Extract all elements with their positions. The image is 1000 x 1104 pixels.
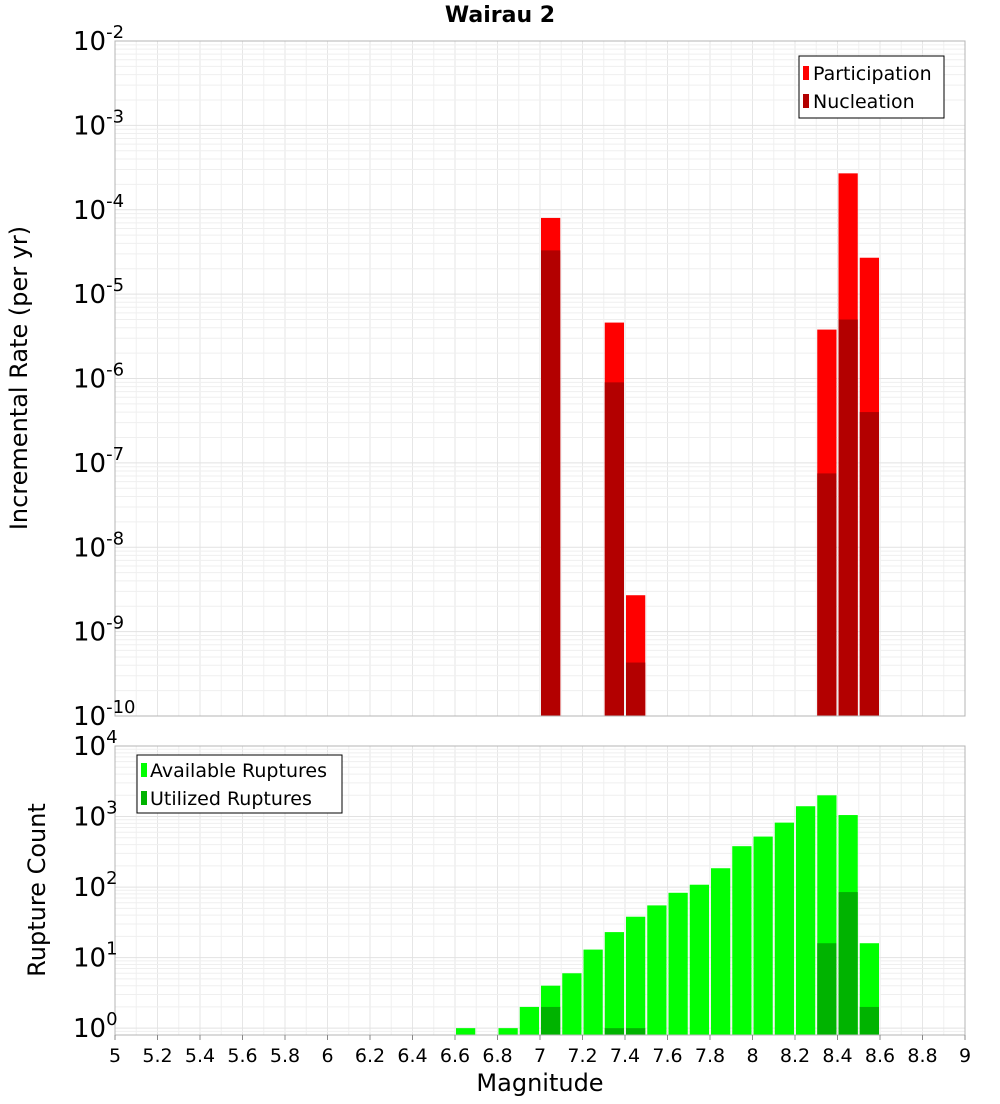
x-tick-label: 6.6 xyxy=(440,1045,470,1067)
available-ruptures-bar xyxy=(604,932,624,1035)
legend-label-utilized: Utilized Ruptures xyxy=(150,788,312,810)
x-tick-label: 6.4 xyxy=(397,1045,427,1067)
top-plot-area: 10-2 10-3 10-4 10-5 10-6 10-7 10-8 10-9 10-10 In… xyxy=(5,22,966,732)
x-tick-label: 7.4 xyxy=(610,1045,640,1067)
x-axis-label: Magnitude xyxy=(476,1069,603,1097)
available-ruptures-bar xyxy=(668,892,688,1035)
available-ruptures-bar xyxy=(626,916,646,1035)
bottom-grid xyxy=(114,745,966,1036)
available-ruptures-bar xyxy=(774,822,794,1035)
bottom-legend: Available Ruptures Utilized Ruptures xyxy=(136,754,343,814)
legend-label-available: Available Ruptures xyxy=(150,760,327,782)
legend-label-nucleation: Nucleation xyxy=(813,91,915,113)
bottom-y-tick-label: 100 xyxy=(73,1009,118,1044)
bottom-legend-box xyxy=(136,754,343,814)
x-tick-label: 7.2 xyxy=(567,1045,597,1067)
x-tick-label: 5.4 xyxy=(185,1045,215,1067)
available-ruptures-bar xyxy=(711,868,731,1035)
top-bars xyxy=(541,173,879,717)
bottom-plot-area: 104 103 102 101 100 5 5.2 5.4 5.6 5.8 6 6.2 6.4 6.6 6… xyxy=(23,727,971,1097)
top-y-tick-label: 10-8 xyxy=(73,528,124,563)
top-y-tick-label: 10-2 xyxy=(73,22,124,57)
nucleation-bar xyxy=(838,319,858,716)
top-y-tick-label: 10-7 xyxy=(73,444,124,479)
x-tick-label: 8 xyxy=(746,1045,758,1067)
bottom-y-tick-label: 101 xyxy=(73,939,118,974)
available-ruptures-bar xyxy=(647,905,667,1035)
available-ruptures-bar xyxy=(562,973,582,1035)
x-tick-label: 8.6 xyxy=(865,1045,895,1067)
available-ruptures-bar xyxy=(498,1028,518,1035)
nucleation-bar xyxy=(541,250,561,717)
x-tick-label: 8.4 xyxy=(822,1045,852,1067)
available-ruptures-bar xyxy=(519,1006,539,1035)
legend-swatch-utilized xyxy=(141,791,147,805)
available-ruptures-bar xyxy=(689,884,709,1035)
utilized-ruptures-bar xyxy=(626,1028,646,1035)
available-ruptures-bar xyxy=(732,846,752,1035)
top-legend-box xyxy=(798,55,945,119)
top-y-tick-label: 10-3 xyxy=(73,106,124,141)
x-tick-label: 6.2 xyxy=(355,1045,385,1067)
x-tick-label: 7.8 xyxy=(695,1045,725,1067)
legend-swatch-nucleation xyxy=(803,94,809,108)
x-tick-label: 7.6 xyxy=(652,1045,682,1067)
nucleation-bar xyxy=(817,473,837,716)
available-ruptures-bar xyxy=(583,949,603,1035)
bottom-y-tick-label: 103 xyxy=(73,798,118,833)
top-grid xyxy=(114,40,966,717)
top-plot-border xyxy=(114,40,966,717)
legend-label-participation: Participation xyxy=(813,63,932,85)
legend-swatch-available xyxy=(141,763,147,777)
available-ruptures-bar xyxy=(796,806,816,1035)
x-tick-label: 5.8 xyxy=(270,1045,300,1067)
top-y-tick-label: 10-6 xyxy=(73,360,124,395)
top-y-axis-label: Incremental Rate (per yr) xyxy=(5,226,33,530)
available-ruptures-bar xyxy=(753,836,773,1035)
legend-swatch-participation xyxy=(803,66,809,80)
top-legend: Participation Nucleation xyxy=(798,55,945,119)
nucleation-bar xyxy=(604,382,624,716)
nucleation-bar xyxy=(859,412,879,716)
x-tick-label: 6.8 xyxy=(482,1045,512,1067)
utilized-ruptures-bar xyxy=(817,943,837,1035)
utilized-ruptures-bar xyxy=(859,1006,879,1035)
bottom-y-axis-label: Rupture Count xyxy=(23,803,51,977)
x-tick-label: 5.6 xyxy=(227,1045,257,1067)
utilized-ruptures-bar xyxy=(604,1028,624,1035)
bottom-y-tick-label: 102 xyxy=(73,868,118,903)
x-tick-label: 9 xyxy=(959,1045,971,1067)
x-tick-label: 8.2 xyxy=(780,1045,810,1067)
bottom-y-ticks: 104 103 102 101 100 xyxy=(73,727,118,1044)
top-y-tick-label: 10-9 xyxy=(73,613,124,648)
bottom-y-tick-label: 104 xyxy=(73,727,118,762)
chart-title: Wairau 2 xyxy=(445,3,555,28)
nucleation-bar xyxy=(626,662,646,716)
top-y-tick-label: 10-4 xyxy=(73,191,124,226)
x-tick-label: 8.8 xyxy=(907,1045,937,1067)
x-tick-label: 6 xyxy=(321,1045,333,1067)
utilized-ruptures-bar xyxy=(541,1006,561,1035)
x-tick-label: 7 xyxy=(534,1045,546,1067)
top-y-tick-label: 10-5 xyxy=(73,275,124,310)
bottom-x-ticks: 5 5.2 5.4 5.6 5.8 6 6.2 6.4 6.6 6.8 7 7.2 7.4 7.6 7.8 8… xyxy=(109,1035,971,1067)
available-ruptures-bar xyxy=(456,1028,476,1035)
bottom-bars xyxy=(456,795,879,1035)
utilized-ruptures-bar xyxy=(838,892,858,1035)
x-tick-label: 5.2 xyxy=(142,1045,172,1067)
top-y-tick-label: 10-10 xyxy=(73,697,136,732)
x-tick-label: 5 xyxy=(109,1045,121,1067)
top-y-ticks: 10-2 10-3 10-4 10-5 10-6 10-7 10-8 10-9 10-10 xyxy=(73,22,136,732)
